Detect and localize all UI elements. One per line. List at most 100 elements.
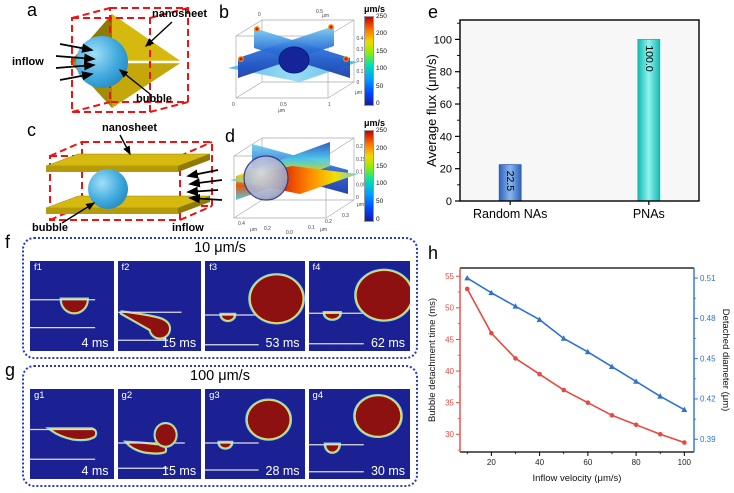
snapshot-title-g: 100 μm/s — [190, 368, 250, 384]
nanosheet-pointer — [119, 134, 131, 156]
svg-text:100: 100 — [678, 458, 692, 467]
svg-text:0.2: 0.2 — [357, 58, 364, 64]
svg-text:Detached diameter (μm): Detached diameter (μm) — [720, 309, 731, 412]
bubble-frame-graphic — [117, 310, 182, 341]
nanosheet-label: nanosheet — [152, 8, 207, 20]
snapshot-frame: g3 28 ms — [205, 389, 305, 479]
axis-origin-label: 0.0 — [286, 230, 293, 236]
panel-letter-a: a — [27, 0, 38, 20]
bubble-dome — [278, 46, 310, 74]
frame-time: 53 ms — [265, 336, 300, 350]
svg-text:0.45: 0.45 — [700, 354, 716, 363]
svg-text:40: 40 — [440, 131, 452, 143]
svg-text:40: 40 — [535, 458, 544, 467]
hot-spot-accents — [238, 24, 349, 62]
inflow-label: inflow — [172, 222, 204, 234]
bubble-sphere — [76, 36, 128, 88]
svg-text:0.39: 0.39 — [700, 435, 716, 444]
inflow-arrows — [186, 169, 223, 204]
inflow-label: inflow — [12, 56, 44, 68]
snapshot-frame: f4 62 ms — [308, 261, 410, 351]
axis-unit-label: μm — [320, 227, 327, 233]
svg-text:0.2: 0.2 — [325, 219, 332, 225]
nanosheet-pointer — [144, 21, 173, 47]
bubble-label: bubble — [136, 93, 172, 105]
frame-id: f3 — [209, 262, 218, 273]
snapshot-frame: g2 15 ms — [117, 389, 202, 479]
colorbar-title: μm/s — [364, 118, 386, 128]
frame-id: f4 — [312, 262, 321, 273]
frame-id: g3 — [209, 390, 220, 401]
frame-id: f1 — [34, 262, 42, 273]
svg-text:0.1: 0.1 — [357, 69, 364, 75]
frame-time: 4 ms — [81, 336, 109, 350]
svg-text:20: 20 — [440, 164, 452, 176]
svg-text:Random NAs: Random NAs — [473, 207, 547, 221]
schematic-c-parallel-nanosheet: nanosheet bubble inflow — [32, 122, 223, 234]
svg-text:Inflow velocity (μm/s): Inflow velocity (μm/s) — [533, 473, 622, 484]
svg-text:0.3: 0.3 — [342, 213, 349, 219]
panel-letter-b: b — [219, 2, 230, 22]
svg-text:0.42: 0.42 — [700, 395, 716, 404]
nanosheet-top-slab — [45, 153, 211, 172]
svg-text:0: 0 — [356, 195, 359, 201]
svg-text:0: 0 — [258, 12, 261, 18]
svg-text:20: 20 — [487, 458, 496, 467]
svg-text:0: 0 — [232, 102, 235, 108]
svg-text:60: 60 — [583, 458, 592, 467]
svg-text:0.05: 0.05 — [356, 182, 364, 188]
bubble-pointer — [118, 69, 151, 95]
snapshot-frame: g4 30 ms — [308, 389, 410, 479]
svg-text:0.51: 0.51 — [700, 274, 716, 283]
svg-text:35: 35 — [445, 398, 454, 407]
frame-id: g2 — [121, 390, 133, 401]
snapshot-title-f: 10 μm/s — [194, 240, 246, 256]
frame-time: 28 ms — [265, 464, 300, 478]
panel-letter-d: d — [225, 126, 236, 146]
bubble-frame-graphic — [117, 421, 185, 469]
snapshot-frame: f3 53 ms — [205, 261, 305, 351]
svg-text:0.3: 0.3 — [357, 47, 364, 53]
frame-time: 15 ms — [162, 464, 197, 478]
svg-text:0.1: 0.1 — [308, 225, 315, 231]
bubble-frame-graphic — [30, 297, 96, 329]
svg-text:0.1: 0.1 — [356, 170, 363, 176]
axis-unit-label: μm — [355, 90, 362, 96]
svg-text:22.5: 22.5 — [504, 171, 516, 192]
snapshot-box-g: 100 μm/s g1 4 ms g2 15 ms — [22, 365, 418, 487]
nanosheet-bottom-slab — [45, 195, 211, 214]
axis-unit-label: μm — [278, 108, 285, 114]
colorbar-gradient — [364, 130, 374, 222]
axis-unit-label: μm — [250, 227, 257, 233]
svg-text:0: 0 — [446, 196, 452, 208]
inflow-arrows — [55, 43, 96, 81]
svg-text:0.4: 0.4 — [357, 36, 364, 42]
frame-time: 4 ms — [81, 464, 109, 478]
snapshot-box-f: 10 μm/s f1 4 ms f2 15 ms — [22, 237, 418, 359]
panel-letter-c: c — [27, 120, 36, 140]
bubble-frame-graphic — [308, 268, 410, 345]
bubble-pointer — [61, 202, 96, 224]
svg-text:45: 45 — [445, 335, 454, 344]
snapshot-tiles-g: g1 4 ms g2 15 ms g3 28 ms — [30, 389, 410, 479]
svg-text:100: 100 — [434, 34, 452, 46]
panel-letter-g: g — [5, 360, 16, 380]
svg-text:0.4: 0.4 — [238, 221, 245, 227]
svg-text:100.0: 100.0 — [643, 45, 655, 71]
svg-text:30: 30 — [445, 430, 454, 439]
snapshot-frame: f2 15 ms — [117, 261, 202, 351]
snapshot-frame: g1 4 ms — [30, 389, 114, 479]
schematic-a-funnel-nanosheet: inflow nanosheet bubble — [12, 7, 207, 113]
bubble-frame-graphic — [30, 427, 98, 460]
svg-text:1: 1 — [328, 102, 331, 108]
svg-text:0.48: 0.48 — [700, 314, 716, 323]
frame-id: f2 — [121, 262, 130, 273]
svg-text:60: 60 — [440, 99, 452, 111]
simulation-3d-plot-b: μm μm μm 0.4 0.3 0.2 0.1 0 0 0.5 1 0 0.5 — [228, 9, 364, 114]
nanosheet-label: nanosheet — [102, 122, 157, 134]
bubble-frame-graphic — [205, 398, 293, 471]
svg-text:55: 55 — [445, 272, 454, 281]
axis-unit-label: μm — [357, 202, 364, 208]
panel-letter-h: h — [428, 243, 439, 263]
